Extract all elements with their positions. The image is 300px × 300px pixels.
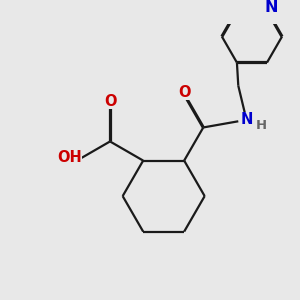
Text: N: N (240, 112, 253, 128)
Text: O: O (178, 85, 190, 100)
Text: N: N (264, 0, 278, 15)
Text: OH: OH (57, 150, 82, 165)
Text: H: H (256, 119, 267, 132)
Text: O: O (104, 94, 116, 109)
